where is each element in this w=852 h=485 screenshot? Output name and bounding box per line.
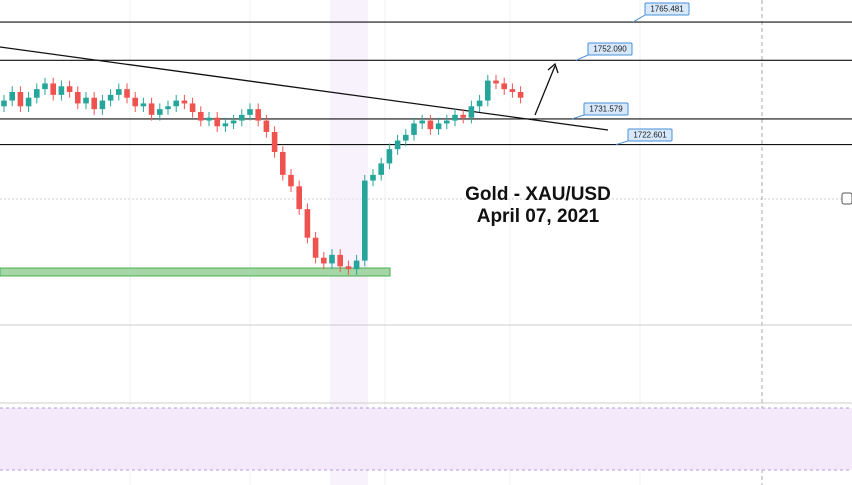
candle-body bbox=[214, 117, 220, 127]
candle-body bbox=[247, 109, 253, 115]
candle-body bbox=[239, 114, 245, 121]
level-connector bbox=[575, 54, 589, 61]
level-label: 1752.090 bbox=[593, 45, 627, 54]
candle-body bbox=[509, 89, 516, 92]
arrow bbox=[534, 62, 559, 116]
candle-body bbox=[304, 209, 311, 238]
candle-body bbox=[452, 114, 458, 121]
candle-body bbox=[353, 260, 360, 270]
level-connector bbox=[615, 140, 629, 146]
candle-body bbox=[411, 123, 417, 135]
support-zone bbox=[0, 267, 391, 277]
candle-body bbox=[17, 92, 24, 107]
level-label-box bbox=[627, 128, 673, 142]
candle-body bbox=[222, 123, 229, 127]
rsi-pane bbox=[0, 408, 852, 470]
candle-body bbox=[50, 83, 56, 95]
candle-body bbox=[271, 132, 278, 152]
chart-subtitle: April 07, 2021 bbox=[477, 206, 600, 227]
candle-body bbox=[132, 97, 138, 107]
candle-body bbox=[75, 92, 81, 104]
candle-body bbox=[427, 120, 434, 130]
candle-body bbox=[280, 152, 286, 175]
candle-body bbox=[34, 89, 40, 98]
candle-body bbox=[394, 140, 401, 150]
candle-body bbox=[321, 257, 327, 264]
level-label: 1731.579 bbox=[589, 105, 623, 114]
candle-body bbox=[493, 80, 499, 84]
candle-body bbox=[1, 100, 7, 107]
candle-body bbox=[419, 120, 425, 124]
candle-body bbox=[58, 86, 65, 95]
candle-body bbox=[329, 254, 335, 264]
candle-body bbox=[148, 103, 155, 115]
candle-body bbox=[9, 92, 15, 101]
chart-title: Gold - XAU/USD bbox=[465, 184, 611, 205]
candle-body bbox=[66, 86, 73, 92]
candle-body bbox=[42, 83, 48, 90]
candle-body bbox=[476, 100, 483, 107]
candle-body bbox=[124, 89, 130, 98]
candle-body bbox=[501, 83, 507, 90]
candle-body bbox=[83, 97, 89, 104]
candle-body bbox=[288, 174, 294, 187]
candle-body bbox=[435, 123, 442, 130]
candle-body bbox=[140, 103, 147, 107]
candle-body bbox=[386, 149, 393, 164]
level-connector bbox=[571, 114, 585, 120]
candle-body bbox=[189, 103, 196, 112]
candle-body bbox=[198, 112, 204, 121]
candle-body bbox=[444, 120, 450, 124]
candle-body bbox=[99, 100, 106, 110]
level-label: 1765.481 bbox=[650, 5, 684, 14]
candle-body bbox=[181, 100, 188, 104]
level-label-box bbox=[583, 102, 629, 116]
candle-body bbox=[157, 109, 163, 115]
candle-body bbox=[370, 174, 376, 181]
candle-body bbox=[312, 237, 319, 258]
candle-body bbox=[255, 109, 261, 121]
candle-body bbox=[337, 254, 343, 267]
candle-body bbox=[378, 163, 384, 175]
candle-body bbox=[91, 97, 97, 110]
candle-body bbox=[362, 180, 368, 261]
level-connector bbox=[632, 14, 646, 23]
candle-body bbox=[468, 106, 475, 118]
candle-body bbox=[25, 97, 32, 107]
candle-body bbox=[263, 120, 270, 132]
highlight-band bbox=[330, 0, 368, 485]
level-label: 1722.601 bbox=[633, 131, 667, 140]
candle-body bbox=[116, 89, 122, 95]
candle-body bbox=[485, 80, 491, 101]
candle-body bbox=[296, 186, 302, 210]
candle-body bbox=[460, 114, 466, 118]
candle-body bbox=[230, 120, 237, 124]
candle-body bbox=[165, 106, 171, 110]
trend-line bbox=[0, 46, 609, 131]
candle-body bbox=[206, 117, 212, 121]
candle-body bbox=[345, 266, 352, 270]
side-icon[interactable] bbox=[841, 192, 852, 205]
candle-body bbox=[517, 92, 524, 98]
level-label-box bbox=[587, 42, 633, 56]
candle-body bbox=[403, 134, 409, 141]
candle-body bbox=[173, 100, 179, 107]
candle-body bbox=[107, 94, 114, 101]
level-label-box bbox=[644, 2, 690, 16]
